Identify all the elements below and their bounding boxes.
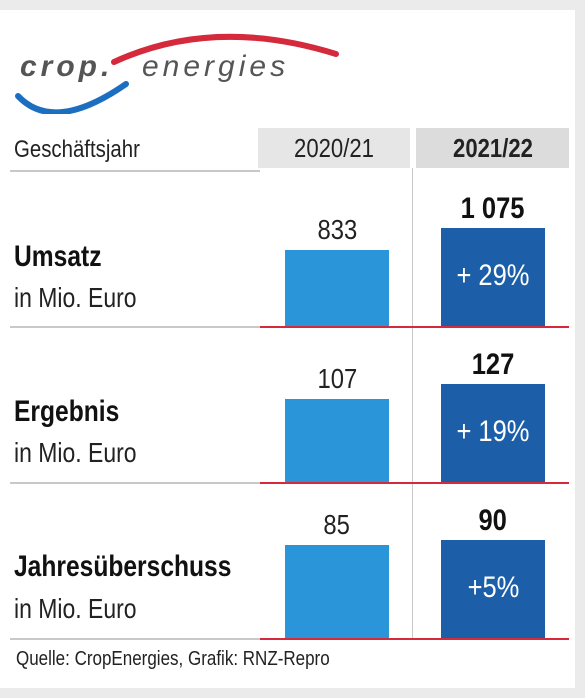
value-label-2020-21: 85 xyxy=(323,509,351,540)
baseline xyxy=(260,482,569,484)
source-credit: Quelle: CropEnergies, Grafik: RNZ-Repro xyxy=(16,648,330,670)
logo-word-energies: energies xyxy=(142,50,289,83)
change-label: + 29% xyxy=(456,259,530,292)
baseline xyxy=(260,638,569,640)
panel-title: Jahresüberschuss xyxy=(14,550,232,583)
logo-arc xyxy=(111,33,339,65)
panel-divider xyxy=(10,482,260,484)
header-divider xyxy=(10,170,260,172)
panel-unit: in Mio. Euro xyxy=(14,437,137,468)
value-label-2020-21: 833 xyxy=(317,214,357,245)
change-label: + 19% xyxy=(456,415,530,448)
panel-divider xyxy=(10,326,260,328)
cropenergies-logo: crop. energies xyxy=(15,33,339,114)
panel-unit: in Mio. Euro xyxy=(14,282,137,313)
bar-2021-22 xyxy=(441,540,545,638)
panel-title: Ergebnis xyxy=(14,395,120,428)
panel-unit: in Mio. Euro xyxy=(14,593,137,624)
value-label-2021-22: 1 075 xyxy=(461,192,525,225)
bar-2020-21 xyxy=(285,399,389,482)
fiscal-year-label: Geschäftsjahr xyxy=(14,136,140,163)
bar-2020-21 xyxy=(285,250,389,326)
bar-2020-21 xyxy=(285,545,389,638)
logo-swoosh xyxy=(15,81,129,114)
panel-divider xyxy=(10,638,260,640)
logo-word-crop: crop. xyxy=(20,50,113,83)
column-header-2021-22: 2021/22 xyxy=(416,128,569,168)
change-label: +5% xyxy=(467,571,519,604)
bar-2021-22 xyxy=(441,384,545,482)
value-label-2021-22: 90 xyxy=(478,504,508,537)
panel-title: Umsatz xyxy=(14,240,102,273)
value-label-2021-22: 127 xyxy=(471,348,515,381)
baseline xyxy=(260,326,569,328)
bar-2021-22 xyxy=(441,228,545,326)
column-separator xyxy=(412,168,413,638)
column-header-2020-21: 2020/21 xyxy=(258,128,410,168)
value-label-2020-21: 107 xyxy=(317,363,357,394)
